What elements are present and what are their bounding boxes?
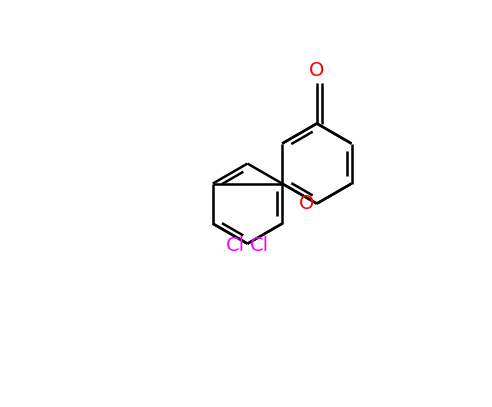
Text: O: O: [309, 61, 325, 81]
Text: O: O: [298, 194, 314, 213]
Text: Cl: Cl: [250, 236, 269, 255]
Text: Cl: Cl: [226, 236, 245, 255]
